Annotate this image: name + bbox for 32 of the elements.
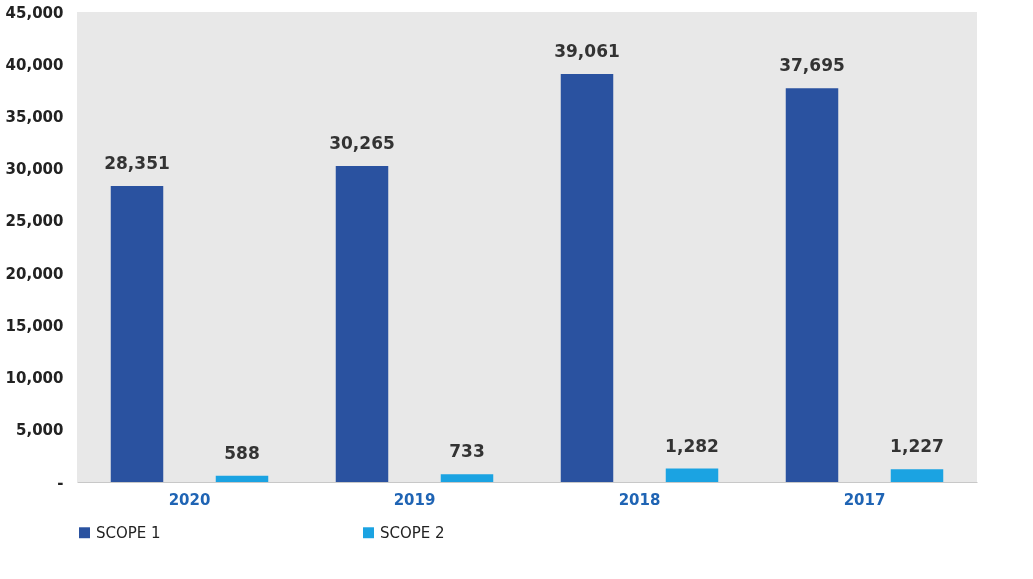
legend-label: SCOPE 1	[96, 523, 161, 542]
x-tick-label: 2020	[168, 490, 211, 509]
legend-label: SCOPE 2	[380, 523, 445, 542]
y-tick-label: 35,000	[5, 107, 64, 126]
y-tick-label: 15,000	[5, 316, 64, 335]
bar	[890, 469, 944, 482]
bar	[215, 475, 269, 482]
x-tick-label: 2017	[843, 490, 886, 509]
x-tick-label: 2019	[393, 490, 436, 509]
x-tick-label: 2018	[618, 490, 661, 509]
y-tick-label: 45,000	[5, 3, 64, 22]
data-label: 39,061	[554, 41, 620, 62]
y-tick-label: 5,000	[16, 421, 64, 440]
data-label: 1,227	[890, 436, 944, 457]
bar	[110, 185, 164, 482]
y-tick-label: 20,000	[5, 264, 64, 283]
bar	[665, 468, 719, 482]
data-label: 30,265	[329, 132, 395, 153]
y-tick-label: 40,000	[5, 55, 64, 74]
bar	[335, 165, 389, 482]
y-tick-label: 25,000	[5, 212, 64, 231]
y-tick-label: -	[57, 473, 64, 492]
data-label: 1,282	[665, 435, 719, 456]
data-label: 588	[224, 442, 260, 463]
bar	[785, 88, 839, 482]
y-tick-label: 10,000	[5, 369, 64, 388]
data-label: 28,351	[104, 152, 170, 173]
y-tick-label: 30,000	[5, 160, 64, 179]
data-label: 733	[449, 441, 485, 462]
data-label: 37,695	[779, 55, 845, 76]
bar	[560, 74, 614, 482]
bar	[440, 474, 494, 482]
